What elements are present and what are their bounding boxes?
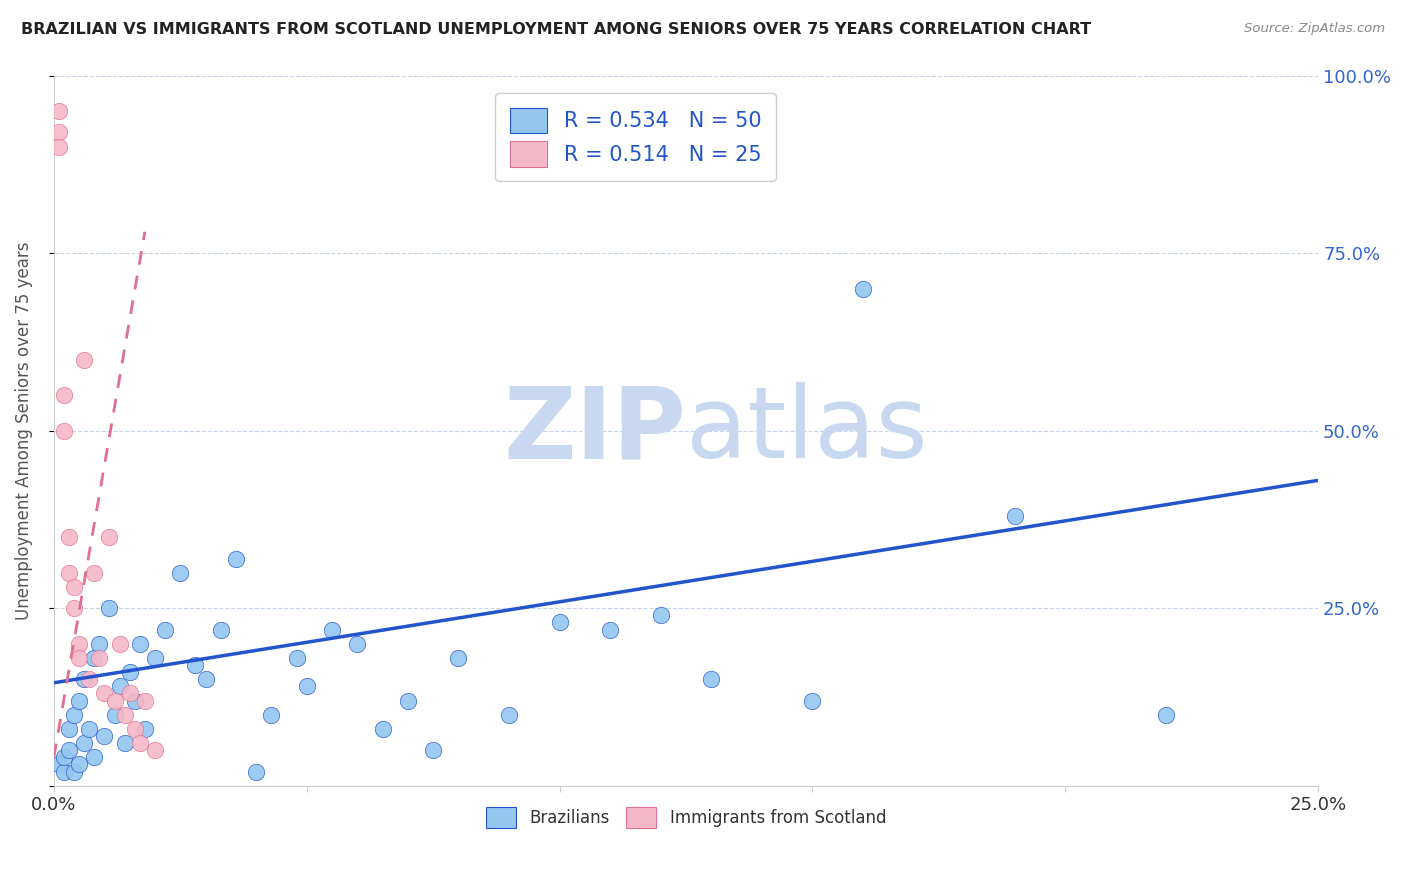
Point xyxy=(143,743,166,757)
Point xyxy=(67,637,90,651)
Point xyxy=(93,729,115,743)
Point xyxy=(209,623,232,637)
Point xyxy=(77,672,100,686)
Point xyxy=(98,530,121,544)
Point xyxy=(134,693,156,707)
Point xyxy=(124,693,146,707)
Point xyxy=(67,651,90,665)
Text: BRAZILIAN VS IMMIGRANTS FROM SCOTLAND UNEMPLOYMENT AMONG SENIORS OVER 75 YEARS C: BRAZILIAN VS IMMIGRANTS FROM SCOTLAND UN… xyxy=(21,22,1091,37)
Point xyxy=(93,686,115,700)
Point xyxy=(63,601,86,615)
Point xyxy=(48,139,70,153)
Point xyxy=(143,651,166,665)
Point xyxy=(52,750,75,764)
Point xyxy=(52,764,75,779)
Point xyxy=(245,764,267,779)
Point xyxy=(108,679,131,693)
Point xyxy=(108,637,131,651)
Point xyxy=(295,679,318,693)
Point xyxy=(58,743,80,757)
Point xyxy=(169,566,191,580)
Point xyxy=(114,736,136,750)
Point xyxy=(124,722,146,736)
Text: Source: ZipAtlas.com: Source: ZipAtlas.com xyxy=(1244,22,1385,36)
Point xyxy=(321,623,343,637)
Point xyxy=(77,722,100,736)
Point xyxy=(89,637,111,651)
Point xyxy=(48,757,70,772)
Point xyxy=(548,615,571,630)
Point xyxy=(63,764,86,779)
Point xyxy=(89,651,111,665)
Point xyxy=(801,693,824,707)
Point xyxy=(48,125,70,139)
Point xyxy=(700,672,723,686)
Point xyxy=(346,637,368,651)
Point xyxy=(48,103,70,118)
Point xyxy=(67,757,90,772)
Point xyxy=(52,424,75,438)
Point xyxy=(83,750,105,764)
Point xyxy=(447,651,470,665)
Point xyxy=(128,637,150,651)
Point xyxy=(134,722,156,736)
Point xyxy=(58,530,80,544)
Point xyxy=(285,651,308,665)
Point xyxy=(1156,707,1178,722)
Point xyxy=(371,722,394,736)
Point xyxy=(184,658,207,673)
Point xyxy=(63,707,86,722)
Point xyxy=(52,388,75,402)
Point xyxy=(650,608,672,623)
Text: atlas: atlas xyxy=(686,382,928,479)
Point xyxy=(98,601,121,615)
Point xyxy=(58,722,80,736)
Point xyxy=(67,693,90,707)
Point xyxy=(73,352,96,367)
Point xyxy=(1004,508,1026,523)
Point xyxy=(83,566,105,580)
Legend: Brazilians, Immigrants from Scotland: Brazilians, Immigrants from Scotland xyxy=(479,801,893,834)
Point xyxy=(128,736,150,750)
Point xyxy=(118,665,141,680)
Point xyxy=(103,693,125,707)
Point xyxy=(194,672,217,686)
Point xyxy=(498,707,520,722)
Point xyxy=(153,623,176,637)
Text: ZIP: ZIP xyxy=(503,382,686,479)
Point xyxy=(396,693,419,707)
Point xyxy=(83,651,105,665)
Point xyxy=(58,566,80,580)
Point xyxy=(422,743,444,757)
Point xyxy=(118,686,141,700)
Y-axis label: Unemployment Among Seniors over 75 years: Unemployment Among Seniors over 75 years xyxy=(15,242,32,620)
Point xyxy=(260,707,283,722)
Point xyxy=(599,623,621,637)
Point xyxy=(103,707,125,722)
Point xyxy=(114,707,136,722)
Point xyxy=(73,672,96,686)
Point xyxy=(225,551,247,566)
Point xyxy=(852,282,875,296)
Point xyxy=(73,736,96,750)
Point xyxy=(63,580,86,594)
